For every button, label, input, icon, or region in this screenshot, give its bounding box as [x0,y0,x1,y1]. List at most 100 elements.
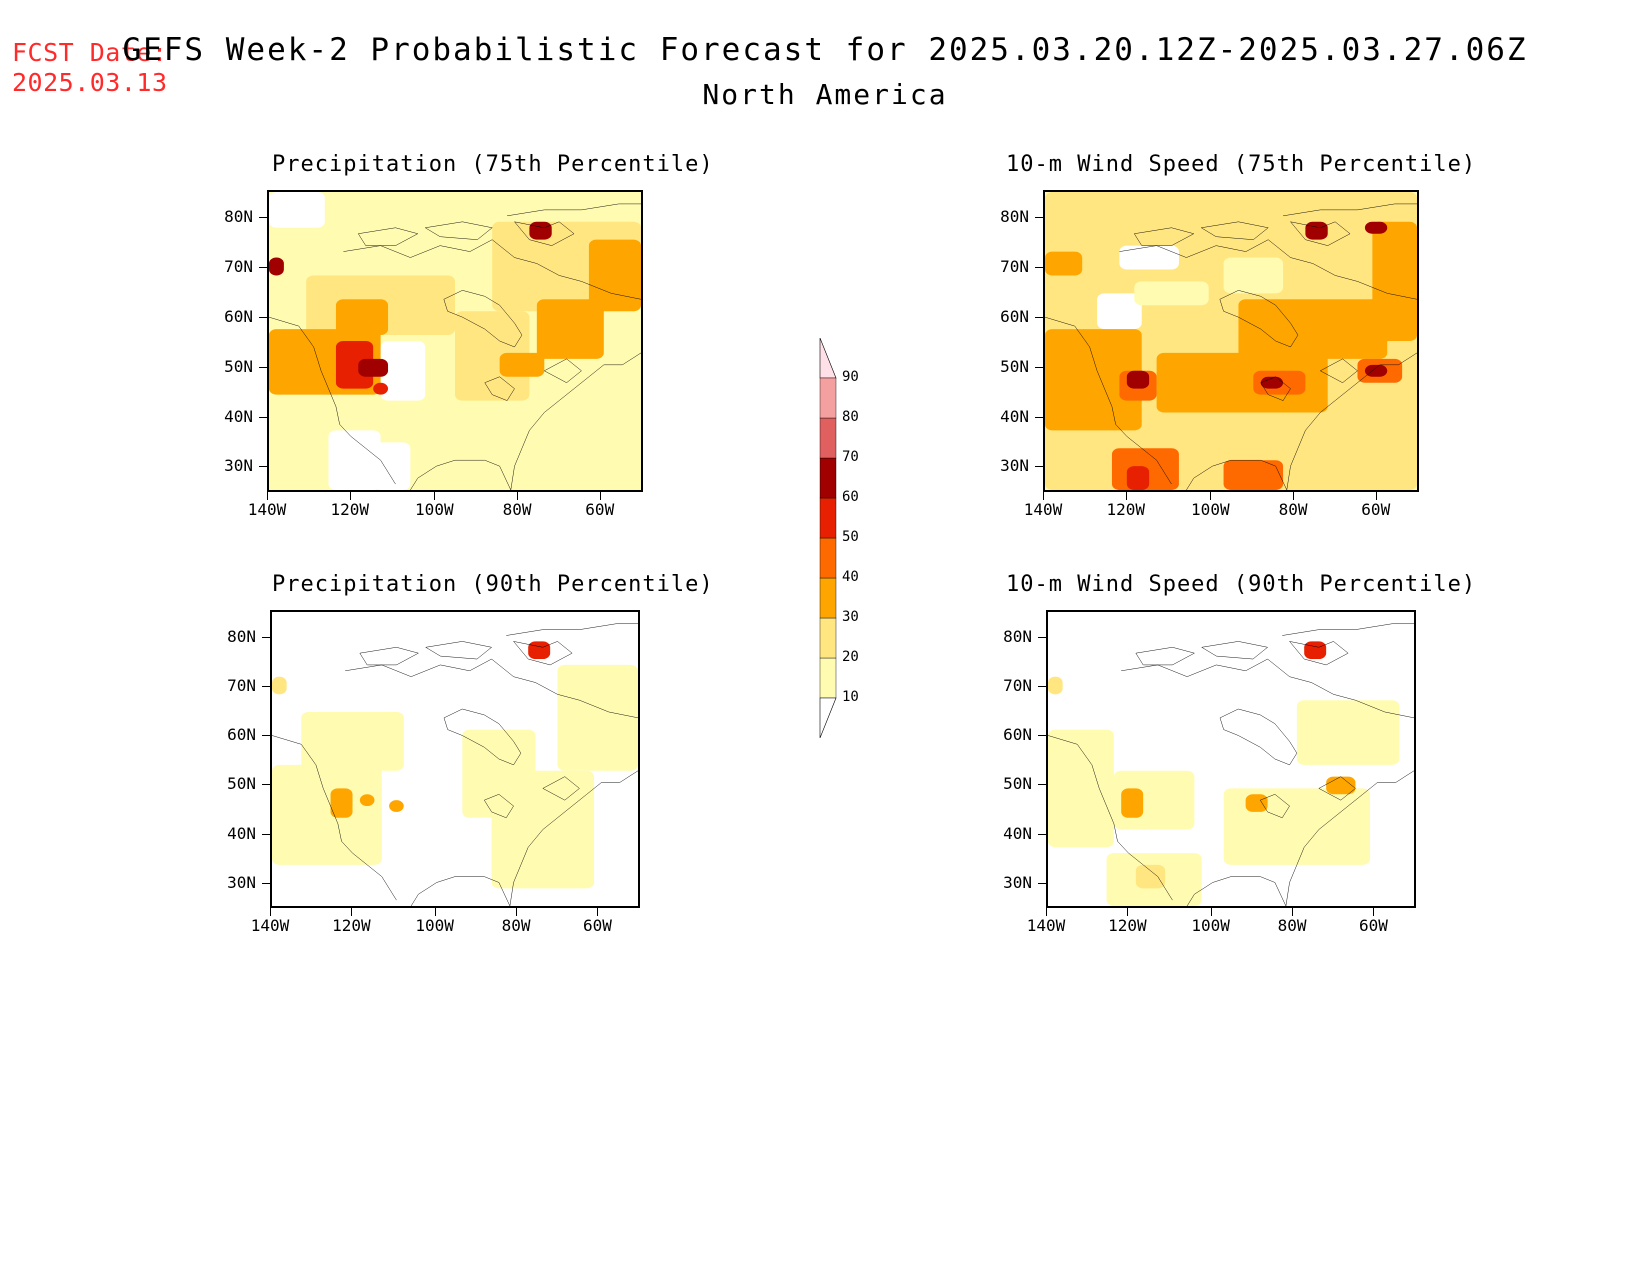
lat-tick-label: 40N [1003,823,1032,843]
lon-tick-mark [517,492,519,500]
colorbar-segment [819,657,837,699]
forecast-fill-region [335,299,389,336]
map-wind-90 [1046,610,1416,908]
lon-tick-label: 80W [501,916,531,935]
forecast-fill-region [328,430,381,490]
lon-tick-mark [349,492,351,500]
lat-tick-label: 80N [1003,626,1032,646]
colorbar-segment [819,377,837,419]
lon-tick-mark [1210,492,1212,500]
map-svg [1048,612,1414,906]
lon-tick-mark [1375,492,1377,500]
lon-tick-label: 100W [415,916,454,935]
lat-tick-label: 30N [1000,456,1029,476]
colorbar-segment [819,417,837,459]
forecast-fill-region [335,341,374,389]
forecast-fill-region [373,382,389,395]
colorbar-level-label: 60 [842,489,859,505]
lat-tick-mark [262,735,270,737]
forecast-fill-region [1223,460,1284,490]
forecast-fill-region [1135,864,1166,889]
lon-tick-label: 60W [1361,500,1391,519]
forecast-fill-region [1260,376,1284,389]
lat-tick-mark [1038,685,1046,687]
map-svg [272,612,638,906]
lat-tick-mark [259,316,267,318]
lon-tick-label: 120W [330,500,369,519]
colorbar [819,338,837,738]
lat-tick-mark [1035,316,1043,318]
lat-tick-label: 30N [1003,872,1032,892]
lat-tick-mark [1035,416,1043,418]
lat-tick-mark [1035,267,1043,268]
lat-tick-mark [259,416,267,418]
lon-tick-label: 140W [247,500,287,519]
lat-tick-label: 40N [224,406,253,426]
lat-tick-label: 80N [224,207,253,227]
region-title: North America [702,78,948,111]
colorbar-segment [819,457,837,499]
lat-tick-mark [262,685,270,687]
forecast-fill-region [557,664,638,771]
forecast-fill-region [1305,221,1328,240]
lat-tick-label: 80N [227,626,256,646]
forecast-fill-region [358,358,389,377]
lon-tick-label: 80W [1278,500,1308,519]
lon-tick-mark [434,908,436,916]
colorbar-level-label: 70 [842,449,859,465]
lon-tick-mark [1046,908,1047,916]
lat-tick-mark [259,267,267,268]
map-precip-90 [270,610,640,908]
lat-tick-mark [1038,735,1046,737]
lat-tick-mark [1035,466,1043,468]
forecast-fill-region [1372,221,1417,341]
lat-tick-label: 60N [1000,306,1029,326]
map-svg [1045,192,1417,490]
lon-tick-mark [351,908,353,916]
forecast-date-value: 2025.03.13 [12,68,168,97]
forecast-fill-region [455,311,530,401]
map-wind-75 [1043,190,1419,492]
lat-tick-label: 70N [224,257,253,276]
lon-tick-mark [1292,908,1294,916]
lat-tick-mark [1035,217,1043,219]
forecast-fill-region [529,221,552,240]
forecast-fill-region [1238,299,1388,359]
forecast-fill-region [1223,788,1371,865]
lat-tick-mark [262,833,270,835]
lat-tick-label: 60N [227,725,256,745]
colorbar-level-label: 10 [842,689,859,705]
lat-tick-mark [262,882,270,884]
forecast-fill-region [1364,364,1388,377]
lat-tick-mark [262,784,270,786]
lon-tick-label: 120W [332,916,371,935]
lat-tick-label: 50N [227,774,256,794]
colorbar-level-label: 90 [842,369,859,385]
forecast-fill-region [536,299,604,359]
panel-title-wind-75: 10-m Wind Speed (75th Percentile) [1006,152,1477,177]
colorbar-level-label: 40 [842,569,859,585]
lon-tick-mark [267,492,268,500]
colorbar-level-label: 80 [842,409,859,425]
map-precip-75 [267,190,643,492]
colorbar-segment [819,617,837,659]
lat-tick-mark [1038,833,1046,835]
lon-tick-mark [270,908,271,916]
lon-tick-mark [597,908,599,916]
main-title: GEFS Week-2 Probabilistic Forecast for 2… [122,32,1528,68]
lon-tick-mark [1210,908,1212,916]
forecast-fill-region [1134,281,1209,306]
forecast-fill-region [301,711,404,771]
lat-tick-mark [262,636,270,638]
lon-tick-label: 120W [1106,500,1145,519]
lon-tick-mark [516,908,518,916]
panel-title-precip-75: Precipitation (75th Percentile) [272,152,714,177]
colorbar-level-label: 50 [842,529,859,545]
forecast-fill-region [380,341,426,401]
forecast-fill-region [359,794,375,807]
lon-tick-label: 60W [585,500,615,519]
forecast-fill-region [1304,641,1327,660]
lon-tick-mark [434,492,436,500]
coastline [1048,624,1414,906]
lon-tick-mark [1293,492,1295,500]
